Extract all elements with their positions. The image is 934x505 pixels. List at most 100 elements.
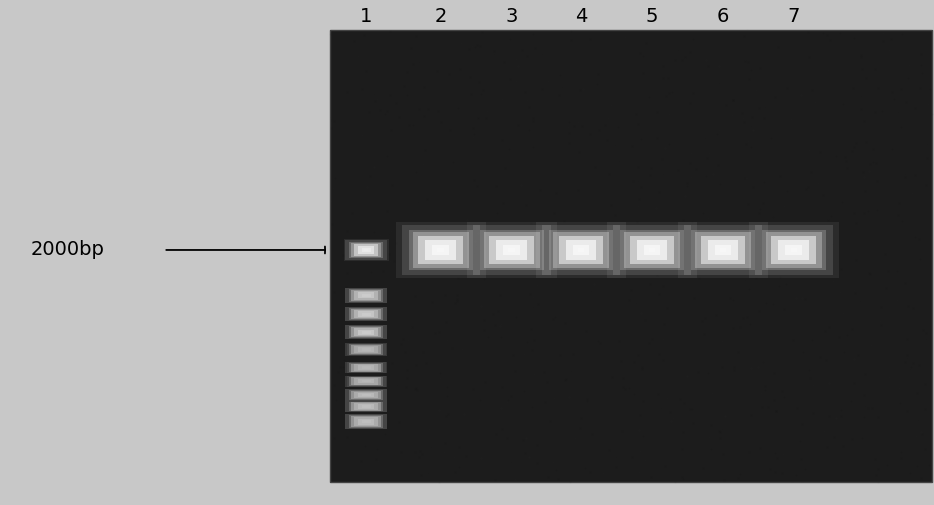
Bar	[549, 230, 613, 270]
Bar	[695, 232, 751, 268]
Bar	[354, 291, 378, 300]
Bar	[351, 402, 381, 411]
Bar	[503, 245, 520, 256]
Bar	[624, 232, 680, 268]
Bar	[684, 225, 762, 275]
Bar	[346, 307, 387, 321]
Bar	[346, 414, 387, 429]
Bar	[346, 343, 387, 356]
Bar	[354, 346, 378, 353]
Bar	[719, 248, 727, 252]
Bar	[613, 225, 691, 275]
Bar	[364, 295, 368, 296]
Bar	[347, 376, 386, 386]
Bar	[648, 248, 656, 252]
Bar	[347, 343, 386, 356]
Bar	[766, 232, 822, 268]
Bar	[425, 240, 456, 260]
Bar	[349, 377, 383, 386]
Bar	[346, 288, 387, 303]
Bar	[364, 349, 368, 350]
Bar	[364, 314, 368, 315]
Bar	[349, 326, 383, 338]
Bar	[364, 406, 368, 407]
Bar	[536, 222, 626, 278]
Bar	[349, 363, 383, 372]
Bar	[437, 248, 445, 252]
Text: 5: 5	[645, 7, 658, 26]
Bar	[542, 225, 620, 275]
Bar	[364, 421, 368, 422]
Bar	[573, 245, 589, 256]
Bar	[351, 364, 381, 372]
Bar	[354, 365, 378, 371]
Bar	[364, 249, 368, 251]
Bar	[358, 292, 375, 298]
Bar	[577, 248, 585, 252]
Bar	[346, 307, 387, 321]
Bar	[344, 239, 389, 261]
Bar	[620, 230, 684, 270]
Bar	[349, 289, 383, 302]
Bar	[346, 389, 387, 400]
Bar	[351, 290, 381, 301]
Bar	[361, 294, 371, 297]
Bar	[349, 344, 383, 355]
Bar	[762, 230, 826, 270]
Bar	[484, 232, 540, 268]
Bar	[361, 394, 371, 396]
Bar	[346, 376, 387, 387]
Bar	[678, 222, 768, 278]
Bar	[364, 381, 368, 382]
Bar	[715, 245, 731, 256]
Bar	[358, 379, 375, 383]
Bar	[351, 243, 381, 257]
Bar	[351, 345, 381, 354]
Bar	[354, 310, 378, 318]
Bar	[553, 232, 609, 268]
Bar	[413, 232, 469, 268]
Bar	[637, 240, 667, 260]
Bar	[779, 240, 809, 260]
Bar	[364, 332, 368, 333]
Bar	[364, 367, 368, 368]
Bar	[354, 403, 378, 410]
Bar	[354, 328, 378, 336]
Text: 2000bp: 2000bp	[30, 240, 105, 260]
Bar	[351, 391, 381, 399]
Bar	[346, 240, 387, 260]
Bar	[361, 420, 371, 423]
Bar	[361, 248, 371, 252]
Bar	[351, 416, 381, 427]
Bar	[358, 329, 375, 335]
Bar	[361, 348, 371, 351]
Bar	[708, 240, 739, 260]
Bar	[351, 377, 381, 385]
Bar	[354, 378, 378, 384]
Bar	[346, 362, 387, 373]
Bar	[691, 230, 756, 270]
Bar	[473, 225, 551, 275]
Bar	[330, 30, 932, 482]
Bar	[351, 327, 381, 337]
Bar	[785, 245, 802, 256]
Text: 6: 6	[716, 7, 729, 26]
Text: 1: 1	[360, 7, 373, 26]
Text: 3: 3	[505, 7, 518, 26]
Bar	[409, 230, 473, 270]
Bar	[749, 222, 839, 278]
Bar	[790, 248, 798, 252]
Bar	[361, 406, 371, 408]
Bar	[354, 417, 378, 426]
Bar	[347, 363, 386, 373]
Bar	[418, 236, 463, 264]
Bar	[402, 225, 480, 275]
Bar	[358, 405, 375, 409]
Bar	[346, 288, 387, 303]
Bar	[771, 236, 816, 264]
Bar	[346, 401, 387, 412]
Bar	[349, 415, 383, 428]
Bar	[607, 222, 697, 278]
Bar	[489, 236, 534, 264]
Bar	[346, 389, 387, 400]
